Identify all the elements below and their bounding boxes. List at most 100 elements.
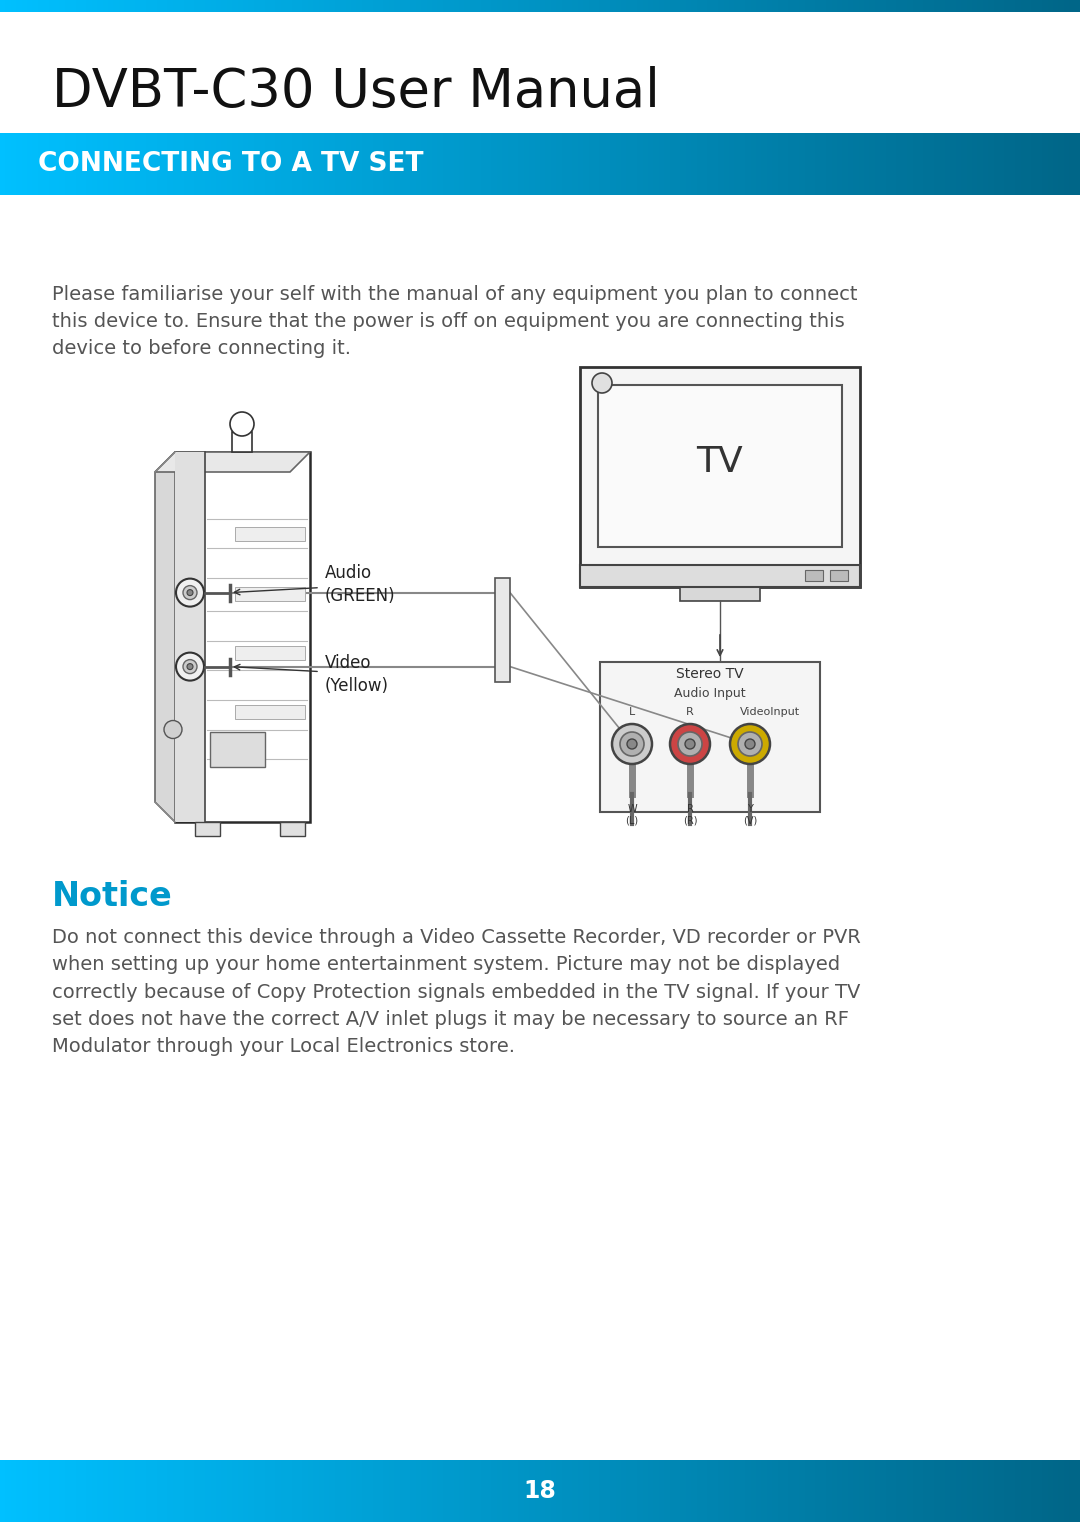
Bar bbox=[243, 0, 248, 12]
Circle shape bbox=[620, 732, 644, 756]
Bar bbox=[16, 132, 22, 195]
Bar bbox=[27, 132, 32, 195]
Bar bbox=[232, 132, 238, 195]
Bar bbox=[1015, 132, 1021, 195]
Bar bbox=[994, 1460, 999, 1522]
Bar bbox=[934, 1460, 940, 1522]
Bar bbox=[32, 132, 38, 195]
Text: R: R bbox=[686, 708, 693, 717]
Bar bbox=[518, 1460, 524, 1522]
Bar bbox=[351, 132, 356, 195]
Bar bbox=[648, 0, 653, 12]
Bar bbox=[227, 132, 232, 195]
Bar bbox=[670, 0, 675, 12]
Text: Y
(V): Y (V) bbox=[743, 804, 757, 825]
Bar bbox=[1037, 132, 1042, 195]
Bar bbox=[583, 0, 589, 12]
Polygon shape bbox=[156, 452, 175, 822]
Bar bbox=[259, 132, 265, 195]
Bar bbox=[113, 0, 119, 12]
Bar bbox=[535, 0, 540, 12]
Bar bbox=[686, 1460, 691, 1522]
Bar bbox=[864, 132, 869, 195]
Bar bbox=[70, 0, 76, 12]
Bar bbox=[394, 1460, 400, 1522]
Circle shape bbox=[745, 740, 755, 749]
Bar bbox=[216, 132, 221, 195]
Circle shape bbox=[183, 586, 197, 600]
Bar bbox=[880, 0, 886, 12]
Bar bbox=[713, 0, 718, 12]
Bar bbox=[1026, 132, 1031, 195]
Bar bbox=[340, 0, 346, 12]
Bar bbox=[302, 1460, 308, 1522]
Bar bbox=[896, 1460, 902, 1522]
Bar bbox=[907, 132, 913, 195]
Bar bbox=[54, 132, 59, 195]
Circle shape bbox=[164, 720, 183, 738]
Bar bbox=[378, 0, 383, 12]
Bar bbox=[794, 0, 799, 12]
Bar bbox=[410, 1460, 416, 1522]
Bar bbox=[805, 1460, 810, 1522]
Bar bbox=[718, 0, 724, 12]
Bar bbox=[292, 132, 297, 195]
Bar bbox=[373, 0, 378, 12]
Bar bbox=[108, 1460, 113, 1522]
Bar bbox=[383, 0, 389, 12]
Bar bbox=[1069, 0, 1075, 12]
Bar bbox=[356, 132, 362, 195]
Bar bbox=[235, 705, 305, 718]
Bar bbox=[54, 1460, 59, 1522]
Bar bbox=[621, 0, 626, 12]
Bar bbox=[589, 0, 594, 12]
Bar bbox=[491, 1460, 497, 1522]
Bar bbox=[956, 0, 961, 12]
Bar bbox=[740, 1460, 745, 1522]
Bar bbox=[259, 0, 265, 12]
Bar bbox=[1075, 0, 1080, 12]
Bar bbox=[281, 132, 286, 195]
Bar bbox=[1037, 1460, 1042, 1522]
Bar bbox=[454, 132, 459, 195]
Bar bbox=[97, 0, 103, 12]
Bar bbox=[934, 132, 940, 195]
Bar bbox=[275, 0, 281, 12]
Bar bbox=[210, 732, 265, 767]
Bar bbox=[853, 1460, 859, 1522]
Text: Audio Input: Audio Input bbox=[674, 688, 746, 700]
Bar bbox=[313, 0, 319, 12]
Bar bbox=[243, 1460, 248, 1522]
Bar bbox=[373, 1460, 378, 1522]
Bar bbox=[864, 0, 869, 12]
Bar bbox=[421, 0, 427, 12]
Bar bbox=[1015, 1460, 1021, 1522]
Bar bbox=[621, 1460, 626, 1522]
Bar bbox=[475, 0, 481, 12]
Bar bbox=[103, 0, 108, 12]
Bar bbox=[670, 132, 675, 195]
Bar bbox=[680, 1460, 686, 1522]
Bar bbox=[346, 1460, 351, 1522]
Bar bbox=[1048, 1460, 1053, 1522]
Bar bbox=[745, 1460, 751, 1522]
Bar bbox=[999, 132, 1004, 195]
Bar bbox=[761, 0, 767, 12]
Bar bbox=[794, 1460, 799, 1522]
Bar bbox=[729, 132, 734, 195]
Bar bbox=[313, 132, 319, 195]
Bar bbox=[1037, 0, 1042, 12]
Bar bbox=[626, 0, 632, 12]
Bar bbox=[113, 1460, 119, 1522]
Bar bbox=[275, 132, 281, 195]
Bar bbox=[826, 1460, 832, 1522]
Bar bbox=[967, 1460, 972, 1522]
Bar bbox=[421, 132, 427, 195]
Bar bbox=[427, 1460, 432, 1522]
Bar bbox=[432, 0, 437, 12]
Bar bbox=[751, 1460, 756, 1522]
Bar bbox=[664, 1460, 670, 1522]
Bar bbox=[265, 1460, 270, 1522]
Text: W
(L): W (L) bbox=[625, 804, 638, 825]
Bar bbox=[178, 0, 184, 12]
